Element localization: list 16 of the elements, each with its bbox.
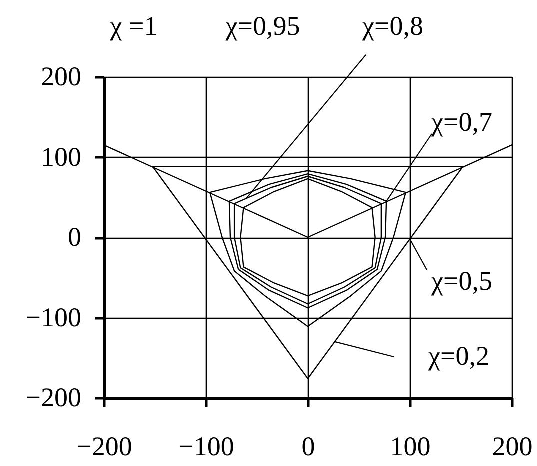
y-tick-label: 100 (41, 142, 82, 172)
annotation: χ=0,2 (428, 341, 490, 371)
text: χ=0,95 (224, 11, 300, 41)
x-tick-label: −100 (178, 432, 234, 462)
annotation: χ=0,5 (430, 266, 492, 296)
annotation: χ=0,8 (362, 11, 424, 41)
x-tick-label: 200 (492, 432, 533, 462)
y-tick-label: −200 (26, 382, 82, 412)
text: χ =1 (109, 11, 158, 41)
y-tick-label: 0 (68, 222, 82, 252)
y-tick-label: −100 (26, 302, 82, 332)
annotation: χ=0,7 (430, 107, 492, 137)
x-tick-label: 100 (390, 432, 431, 462)
x-tick-label: 0 (302, 432, 316, 462)
y-tick-label: 200 (41, 62, 82, 92)
x-tick-label: −200 (76, 432, 132, 462)
